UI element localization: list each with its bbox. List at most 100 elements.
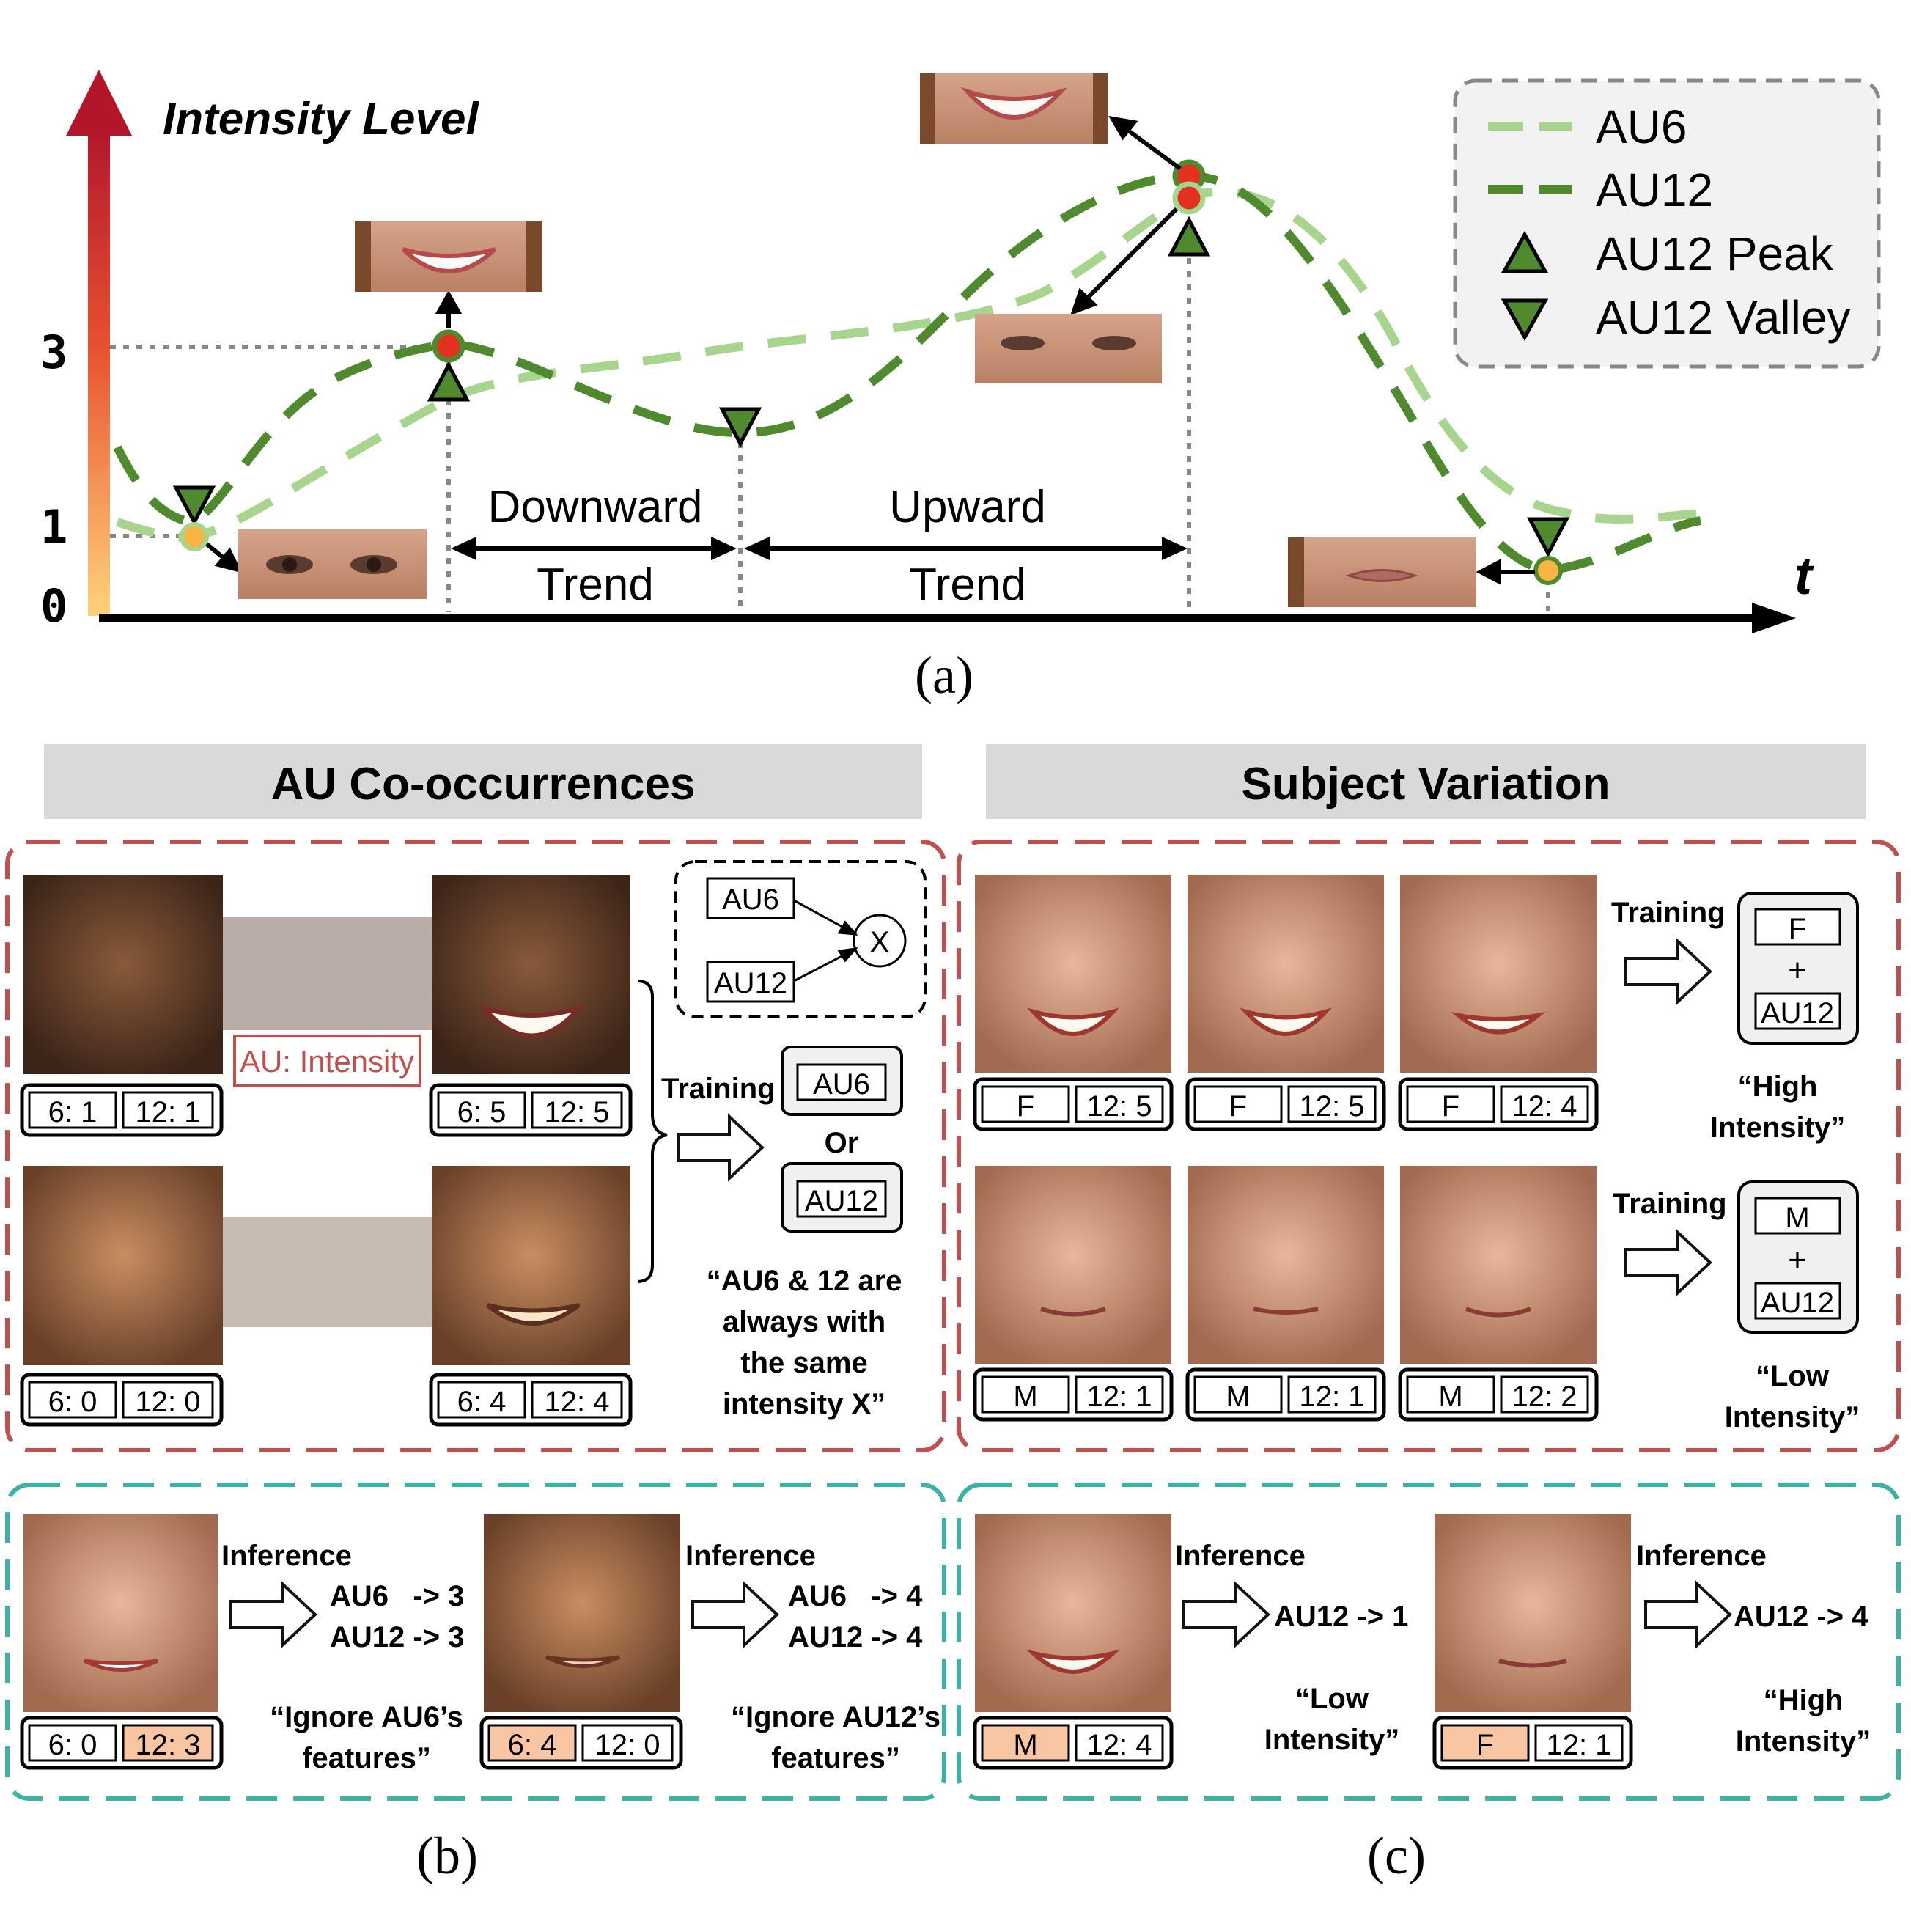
infer1-quote-c-line1: “Low xyxy=(1295,1683,1369,1715)
panel-c-header: Subject Variation xyxy=(1241,759,1610,809)
svg-text:6: 4: 6: 4 xyxy=(457,1386,507,1418)
face-crop-mouth-1 xyxy=(355,221,542,292)
panel-b-train-frame xyxy=(5,840,946,1452)
svg-text:“AU6 & 12 are: “AU6 & 12 are xyxy=(707,1265,902,1297)
svg-text:12: 5: 12: 5 xyxy=(545,1096,610,1128)
au12-dot-peak-1 xyxy=(432,329,465,363)
infer1-result-au6: AU6 -> 3 xyxy=(330,1580,464,1612)
face-c-m3 xyxy=(1400,1166,1597,1364)
svg-text:12: 4: 12: 4 xyxy=(1087,1729,1152,1761)
svg-text:12: 1: 12: 1 xyxy=(1300,1381,1365,1413)
label-b2-right: 6: 4 12: 4 xyxy=(429,1373,633,1427)
inference-arrow-c1 xyxy=(1182,1582,1270,1647)
svg-text:M: M xyxy=(1226,1381,1250,1413)
svg-text:M: M xyxy=(1013,1381,1037,1413)
legend-peak-label: AU12 Peak xyxy=(1596,227,1834,280)
au6-dot-peak-2 xyxy=(1172,181,1206,215)
svg-text:F: F xyxy=(1442,1090,1459,1123)
training-arrow-b xyxy=(677,1115,764,1180)
au12-valley-marker-1 xyxy=(172,485,216,526)
face-c-infer1-mouth xyxy=(1026,1649,1121,1674)
au12-peak-marker-1 xyxy=(427,361,471,402)
downward-label: Downward xyxy=(488,482,703,532)
face-b2-transition xyxy=(223,1217,432,1327)
option-au6: AU6 xyxy=(813,1068,870,1101)
graph-node-au6: AU6 xyxy=(722,884,779,916)
y-tick-1: 1 xyxy=(40,500,67,554)
svg-text:12: 3: 12: 3 xyxy=(136,1729,201,1761)
training-label-c-female: Training xyxy=(1611,897,1726,929)
training-label-b: Training xyxy=(661,1073,776,1105)
face-b2-neutral xyxy=(23,1166,223,1365)
legend-au6-label: AU6 xyxy=(1596,100,1687,153)
face-b-infer1-mouth xyxy=(83,1659,159,1672)
face-crop-eyes-2 xyxy=(975,314,1162,383)
face-b1-smile-mouth xyxy=(476,1004,586,1038)
x-axis-arrowhead xyxy=(1752,603,1796,633)
graph-node-au12: AU12 xyxy=(714,967,787,999)
option-au12: AU12 xyxy=(805,1185,878,1217)
svg-text:M: M xyxy=(1013,1729,1037,1761)
training-label-c-male: Training xyxy=(1613,1188,1727,1220)
infer2-quote-c-line1: “High xyxy=(1764,1684,1844,1716)
svg-text:12: 0: 12: 0 xyxy=(595,1729,660,1761)
y-axis-bar xyxy=(88,128,110,616)
face-b2-smile xyxy=(432,1166,630,1365)
low-quote-line1: “Low xyxy=(1756,1360,1830,1392)
inference-arrow-b2 xyxy=(691,1582,778,1647)
infer1-quote-line1: “Ignore AU6’s xyxy=(270,1701,463,1733)
caption-c: (c) xyxy=(1367,1826,1426,1885)
inference-label-b2: Inference xyxy=(685,1540,816,1572)
face-b1-transition xyxy=(223,917,432,1030)
or-label: Or xyxy=(825,1127,859,1159)
au12-dot-end xyxy=(1533,556,1563,585)
graph-edges xyxy=(793,899,858,982)
svg-text:6: 4: 6: 4 xyxy=(508,1729,557,1761)
svg-text:F: F xyxy=(1476,1729,1494,1761)
inference-label-c2: Inference xyxy=(1636,1540,1767,1572)
label-b1-left: 6: 1 12: 1 xyxy=(20,1083,224,1137)
male-box-plus: + xyxy=(1788,1242,1807,1278)
infer2-result-au12: AU12 -> 4 xyxy=(788,1621,923,1653)
face-b-infer2 xyxy=(484,1514,680,1712)
au12-peak-marker-2 xyxy=(1167,216,1211,257)
female-mouths xyxy=(1026,1007,1546,1036)
face-c-infer2 xyxy=(1435,1514,1631,1712)
grouping-brace xyxy=(637,980,668,1283)
male-box-m: M xyxy=(1785,1202,1809,1234)
inference-label-b1: Inference xyxy=(221,1540,352,1572)
female-box-au12: AU12 xyxy=(1761,997,1834,1029)
upward-label: Upward xyxy=(889,482,1046,532)
legend-peak-icon xyxy=(1501,230,1549,273)
infer2-result-au6: AU6 -> 4 xyxy=(788,1580,923,1612)
infer2-quote-line1: “Ignore AU12’s xyxy=(731,1701,940,1733)
male-box-au12: AU12 xyxy=(1761,1287,1834,1319)
svg-text:M: M xyxy=(1438,1381,1462,1413)
panel-c-infer-frame xyxy=(957,1483,1901,1801)
option-au12-inner xyxy=(796,1180,887,1218)
male-mouths xyxy=(1040,1307,1532,1318)
high-quote-line1: “High xyxy=(1738,1070,1818,1103)
graph-node-x: X xyxy=(870,926,890,958)
svg-text:12: 0: 12: 0 xyxy=(136,1386,201,1418)
face-b1-neutral xyxy=(23,875,223,1074)
infer2-result-c: AU12 -> 4 xyxy=(1734,1601,1868,1633)
svg-text:12: 5: 12: 5 xyxy=(1300,1090,1365,1123)
legend-valley-icon xyxy=(1501,298,1549,342)
label-b2-left: 6: 0 12: 0 xyxy=(20,1373,224,1427)
svg-text:the same: the same xyxy=(740,1347,867,1379)
svg-text:12: 5: 12: 5 xyxy=(1087,1090,1152,1123)
graph-node-au6-box xyxy=(706,877,795,919)
graph-node-au12-box xyxy=(706,961,795,1003)
inference-arrow-b1 xyxy=(229,1582,317,1647)
panel-b-infer-frame xyxy=(5,1483,946,1801)
au-intensity-note-box xyxy=(233,1035,421,1087)
panel-b-header-bg xyxy=(44,744,922,819)
face-c-m1 xyxy=(975,1166,1171,1364)
caption-a: (a) xyxy=(915,646,973,705)
low-quote-line2: Intensity” xyxy=(1725,1401,1860,1433)
face-c-f3 xyxy=(1400,875,1597,1073)
svg-text:12: 1: 12: 1 xyxy=(1547,1729,1612,1761)
training-arrow-c-female xyxy=(1624,939,1712,1004)
